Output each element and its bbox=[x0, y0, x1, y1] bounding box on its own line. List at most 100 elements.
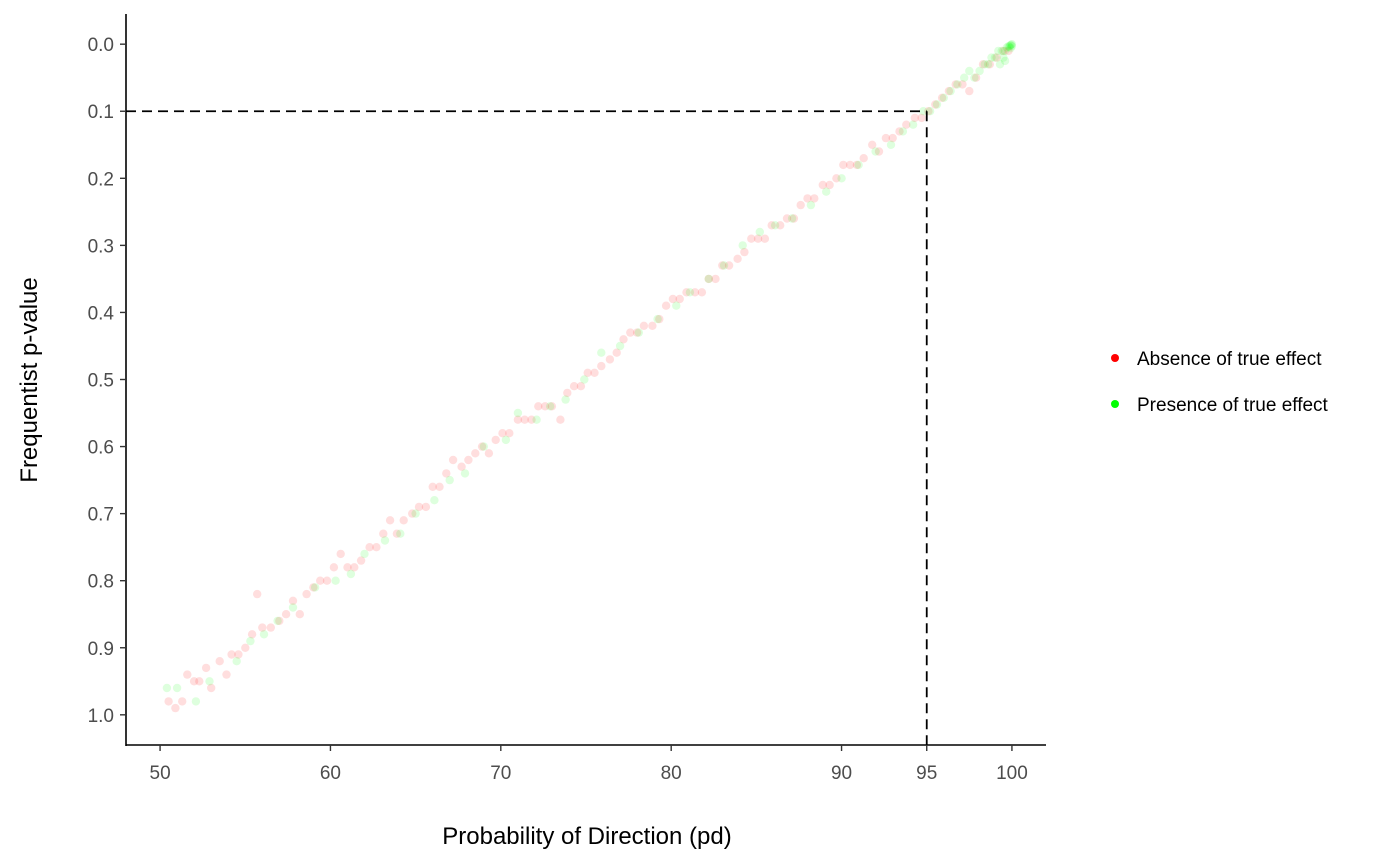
data-point bbox=[411, 509, 420, 518]
data-point bbox=[653, 314, 662, 324]
data-point bbox=[925, 107, 935, 116]
data-point bbox=[675, 294, 684, 304]
data-point bbox=[634, 328, 643, 337]
x-tick-label: 100 bbox=[996, 763, 1028, 784]
data-point bbox=[576, 382, 586, 391]
data-point bbox=[546, 402, 555, 411]
data-point bbox=[931, 100, 940, 109]
data-point bbox=[632, 328, 642, 337]
data-point bbox=[1000, 46, 1010, 56]
data-point bbox=[380, 536, 390, 545]
data-point bbox=[980, 60, 989, 69]
data-point bbox=[273, 616, 282, 626]
data-point bbox=[583, 368, 592, 377]
data-point bbox=[178, 697, 187, 706]
data-point bbox=[825, 180, 834, 190]
data-point bbox=[932, 100, 942, 109]
data-point bbox=[501, 435, 511, 445]
data-point bbox=[612, 348, 621, 357]
data-point bbox=[590, 368, 599, 377]
data-point bbox=[985, 60, 994, 69]
data-point bbox=[460, 469, 470, 478]
data-point bbox=[770, 221, 780, 230]
y-tick-label: 1.0 bbox=[88, 706, 114, 727]
data-point bbox=[740, 247, 749, 257]
data-point bbox=[215, 657, 224, 666]
data-point bbox=[241, 643, 250, 652]
data-point bbox=[259, 630, 269, 639]
data-point bbox=[776, 221, 785, 230]
legend-key-presence bbox=[1111, 400, 1119, 408]
data-point bbox=[561, 395, 570, 404]
data-point bbox=[895, 127, 904, 136]
data-point bbox=[822, 187, 831, 196]
data-point bbox=[310, 583, 320, 592]
data-point bbox=[946, 86, 955, 96]
data-point bbox=[322, 576, 332, 585]
data-point bbox=[789, 214, 799, 223]
data-point bbox=[999, 53, 1008, 62]
data-point bbox=[356, 556, 366, 565]
data-point bbox=[682, 288, 691, 297]
data-point bbox=[910, 113, 919, 123]
data-point bbox=[414, 502, 424, 512]
data-point bbox=[234, 650, 243, 659]
data-point bbox=[195, 677, 204, 686]
data-point bbox=[990, 53, 1000, 62]
data-point bbox=[908, 120, 918, 129]
data-point bbox=[246, 636, 255, 646]
data-point bbox=[435, 482, 444, 491]
data-point bbox=[917, 113, 926, 123]
x-axis-ticks: 50 60 70 80 90 95 100 bbox=[150, 745, 1028, 784]
y-axis-title: Frequentist p-value bbox=[16, 277, 43, 482]
data-point bbox=[886, 140, 896, 149]
data-point bbox=[767, 221, 776, 230]
data-point bbox=[309, 583, 318, 592]
data-point bbox=[288, 596, 298, 605]
data-point bbox=[859, 154, 868, 163]
data-point bbox=[818, 180, 827, 190]
data-point bbox=[832, 174, 841, 183]
data-point bbox=[302, 589, 311, 599]
y-tick-label: 0.1 bbox=[88, 102, 114, 123]
data-point bbox=[171, 703, 180, 713]
data-point bbox=[1006, 40, 1016, 49]
data-point bbox=[760, 234, 770, 243]
data-point bbox=[360, 549, 369, 559]
data-point bbox=[464, 455, 473, 465]
data-point bbox=[253, 589, 262, 599]
data-point bbox=[520, 415, 529, 424]
data-point bbox=[902, 120, 911, 129]
data-point bbox=[626, 328, 635, 337]
data-point bbox=[619, 335, 628, 344]
data-point bbox=[505, 429, 514, 438]
data-point bbox=[1007, 40, 1017, 49]
x-tick-label: 60 bbox=[320, 763, 341, 784]
data-point bbox=[183, 670, 192, 679]
data-point bbox=[810, 194, 819, 203]
x-tick-label: 70 bbox=[490, 763, 511, 784]
x-tick-label: 50 bbox=[150, 763, 171, 784]
data-point bbox=[205, 677, 214, 686]
data-point bbox=[547, 402, 557, 411]
data-point bbox=[597, 361, 606, 371]
data-point bbox=[372, 543, 381, 552]
data-point bbox=[796, 200, 805, 210]
data-point bbox=[597, 348, 606, 357]
data-point bbox=[960, 73, 969, 82]
y-tick-label: 0.4 bbox=[88, 303, 115, 324]
data-point bbox=[201, 663, 211, 673]
data-point bbox=[871, 147, 880, 156]
data-point bbox=[448, 455, 458, 465]
data-point bbox=[648, 321, 657, 330]
data-point bbox=[971, 73, 981, 82]
data-point bbox=[782, 214, 792, 223]
data-point bbox=[172, 683, 182, 693]
data-point bbox=[987, 53, 996, 62]
data-point bbox=[428, 482, 437, 491]
data-point bbox=[997, 46, 1006, 56]
data-point bbox=[275, 616, 284, 626]
data-point bbox=[1000, 56, 1010, 66]
data-point bbox=[266, 623, 275, 632]
data-point bbox=[992, 53, 1001, 62]
